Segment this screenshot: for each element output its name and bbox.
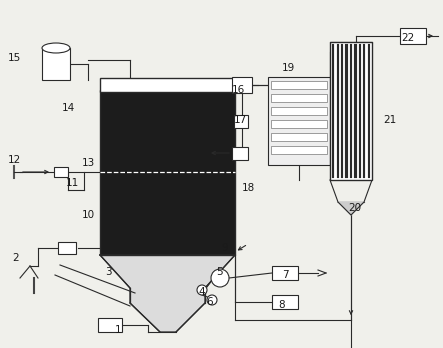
- Text: 1: 1: [115, 325, 121, 335]
- Bar: [354, 44, 357, 178]
- Bar: [271, 107, 327, 115]
- Bar: [332, 44, 334, 178]
- Bar: [272, 266, 298, 280]
- Text: 20: 20: [349, 203, 361, 213]
- Bar: [232, 147, 248, 160]
- Circle shape: [211, 269, 229, 287]
- Text: 7: 7: [282, 270, 288, 280]
- Bar: [350, 44, 352, 178]
- Text: 21: 21: [383, 115, 396, 125]
- Text: 16: 16: [231, 85, 245, 95]
- Bar: [359, 44, 361, 178]
- Bar: [232, 77, 252, 93]
- Bar: [337, 44, 339, 178]
- Polygon shape: [338, 202, 364, 215]
- Text: 3: 3: [105, 267, 111, 277]
- Polygon shape: [100, 255, 235, 332]
- Bar: [363, 44, 365, 178]
- Bar: [271, 146, 327, 154]
- Bar: [271, 133, 327, 141]
- Bar: [98, 318, 122, 332]
- Bar: [271, 94, 327, 102]
- Text: 8: 8: [279, 300, 285, 310]
- Text: 11: 11: [66, 178, 78, 188]
- Text: 9: 9: [222, 243, 228, 253]
- Text: 14: 14: [62, 103, 74, 113]
- Bar: [330, 42, 372, 180]
- Ellipse shape: [42, 43, 70, 53]
- Text: 13: 13: [82, 158, 95, 168]
- Bar: [271, 81, 327, 89]
- Text: 5: 5: [217, 267, 223, 277]
- Text: 4: 4: [199, 287, 205, 297]
- Text: 2: 2: [13, 253, 19, 263]
- Text: 15: 15: [8, 53, 21, 63]
- Text: 17: 17: [233, 115, 247, 125]
- Bar: [268, 77, 330, 165]
- Bar: [272, 295, 298, 309]
- Text: 22: 22: [401, 33, 415, 43]
- Text: 19: 19: [281, 63, 295, 73]
- Bar: [54, 167, 68, 177]
- Circle shape: [197, 285, 207, 295]
- Bar: [341, 44, 343, 178]
- Text: 12: 12: [8, 155, 21, 165]
- Bar: [42, 48, 70, 80]
- Text: 6: 6: [207, 297, 214, 307]
- Bar: [346, 44, 348, 178]
- Text: 10: 10: [82, 210, 94, 220]
- Bar: [100, 90, 235, 255]
- Bar: [400, 28, 426, 44]
- Bar: [100, 78, 235, 92]
- Bar: [271, 120, 327, 128]
- Bar: [58, 242, 76, 254]
- Circle shape: [207, 295, 217, 305]
- Bar: [234, 115, 248, 128]
- Bar: [368, 44, 370, 178]
- Text: 18: 18: [241, 183, 255, 193]
